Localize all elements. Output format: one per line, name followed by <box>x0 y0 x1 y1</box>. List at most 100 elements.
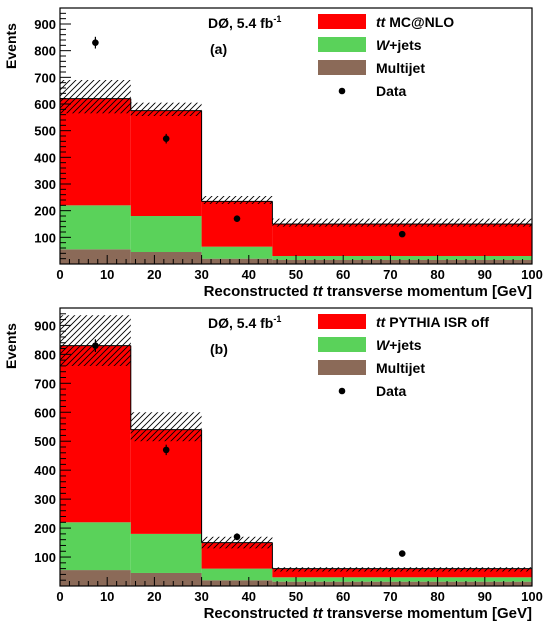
x-tick-label: 10 <box>100 589 114 604</box>
y-tick-label: 400 <box>34 150 56 165</box>
legend-label-italic: W <box>376 337 391 353</box>
bar-ttbar-bin-3 <box>272 224 532 256</box>
x-tick-label: 100 <box>521 589 543 604</box>
data-point-0 <box>92 39 99 46</box>
legend-label-text: Multijet <box>376 60 425 76</box>
legend-label-multijet: Multijet <box>376 360 425 376</box>
bar-multijet-bin-0 <box>60 249 131 264</box>
y-tick-label: 100 <box>34 550 56 565</box>
bar-wjets-bin-2 <box>201 246 273 259</box>
legend-label-ttbar: tt MC@NLO <box>376 14 454 30</box>
x-tick-label: 20 <box>147 589 161 604</box>
y-tick-label: 600 <box>34 405 56 420</box>
legend-label-text: +jets <box>389 37 422 53</box>
experiment-label: DØ, 5.4 fb-1 <box>208 314 281 331</box>
legend-label-data: Data <box>376 83 407 99</box>
uncertainty-band-bin-2 <box>201 536 273 549</box>
x-tick-label: 0 <box>56 589 63 604</box>
uncertainty-band-bin-2 <box>201 196 273 204</box>
legend-swatch-ttbar <box>318 314 366 329</box>
y-tick-label: 800 <box>34 44 56 59</box>
data-point-0 <box>92 342 99 349</box>
legend-label-text: Multijet <box>376 360 425 376</box>
chart-panel-a: 0 10 20 30 40 50 60 70 80 90 100 100 200 300 400 500 600… <box>3 7 543 300</box>
data-point-1 <box>162 446 170 454</box>
x-axis-label-suffix: transverse momentum [GeV] <box>323 605 532 622</box>
x-tick-label: 90 <box>478 267 492 282</box>
x-tick-label: 80 <box>430 589 444 604</box>
x-tick-label: 90 <box>478 589 492 604</box>
x-tick-label: 70 <box>383 589 397 604</box>
uncertainty-band-bin-3 <box>272 567 532 572</box>
bar-multijet-bin-2 <box>201 580 273 586</box>
y-tick-label: 300 <box>34 177 56 192</box>
x-tick-label: 10 <box>100 267 114 282</box>
x-tick-label: 100 <box>521 267 543 282</box>
legend-label-text: MC@NLO <box>385 14 454 30</box>
experiment-superscript: -1 <box>273 14 281 24</box>
bar-multijet-bin-1 <box>130 252 202 264</box>
experiment-label: DØ, 5.4 fb-1 <box>208 14 281 31</box>
y-tick-label: 900 <box>34 17 56 32</box>
bar-multijet-bin-1 <box>130 572 202 586</box>
y-axis-label: Events <box>3 323 19 369</box>
data-point-2 <box>233 215 241 222</box>
legend-marker-data <box>338 387 346 395</box>
x-axis-label: Reconstructed tt transverse momentum [Ge… <box>204 283 532 300</box>
y-tick-label: 700 <box>34 70 56 85</box>
x-tick-label: 50 <box>289 267 303 282</box>
y-tick-label: 800 <box>34 347 56 362</box>
y-tick-label: 100 <box>34 230 56 245</box>
bar-ttbar-bin-1 <box>130 110 202 216</box>
legend-label-text: Data <box>376 83 407 99</box>
y-axis-label: Events <box>3 23 19 69</box>
y-tick-label: 400 <box>34 463 56 478</box>
x-tick-label: 40 <box>242 267 256 282</box>
legend-swatch-ttbar <box>318 14 366 29</box>
y-tick-label: 500 <box>34 434 56 449</box>
legend-label-text: PYTHIA ISR off <box>385 314 489 330</box>
x-axis-label-prefix: Reconstructed <box>204 283 313 300</box>
bar-ttbar-bin-2 <box>201 201 273 247</box>
bar-multijet-bin-3 <box>272 260 532 264</box>
x-axis-label-ttbar: tt <box>313 605 324 622</box>
x-axis-label: Reconstructed tt transverse momentum [Ge… <box>204 605 532 622</box>
bar-wjets-bin-3 <box>272 577 532 582</box>
y-tick-label: 200 <box>34 521 56 536</box>
x-tick-label: 60 <box>336 589 350 604</box>
legend-label-text: Data <box>376 383 407 399</box>
legend-label-ttbar: tt PYTHIA ISR off <box>376 314 489 330</box>
bar-multijet-bin-2 <box>201 258 273 264</box>
x-axis-label-suffix: transverse momentum [GeV] <box>323 283 532 300</box>
y-tick-label: 500 <box>34 124 56 139</box>
x-tick-label: 30 <box>194 589 208 604</box>
uncertainty-band-bin-1 <box>130 412 202 442</box>
legend-swatch-multijet <box>318 360 366 375</box>
chart-panel-b: 0 10 20 30 40 50 60 70 80 90 100 100 200 300 400 500 600… <box>3 307 543 622</box>
x-tick-label: 50 <box>289 589 303 604</box>
uncertainty-band-bin-0 <box>60 80 131 114</box>
x-tick-label: 40 <box>242 589 256 604</box>
legend-label-text: +jets <box>389 337 422 353</box>
x-tick-label: 30 <box>194 267 208 282</box>
experiment-superscript: -1 <box>273 314 281 324</box>
x-tick-label: 20 <box>147 267 161 282</box>
data-point-2 <box>233 533 241 541</box>
legend-label-data: Data <box>376 383 407 399</box>
legend-swatch-wjets <box>318 337 366 352</box>
bar-ttbar-bin-3 <box>272 568 532 578</box>
uncertainty-band-bin-1 <box>130 102 202 116</box>
y-tick-label: 600 <box>34 97 56 112</box>
legend-label-wjets: W+jets <box>376 337 422 353</box>
legend-label-multijet: Multijet <box>376 60 425 76</box>
bar-multijet-bin-0 <box>60 570 131 586</box>
data-point-3 <box>398 230 406 238</box>
legend-label-italic: tt <box>376 14 387 30</box>
data-point-1 <box>162 135 170 142</box>
data-point-3 <box>398 550 406 557</box>
y-tick-label: 200 <box>34 204 56 219</box>
legend-swatch-multijet <box>318 60 366 75</box>
experiment-text: DØ, 5.4 fb <box>208 15 273 31</box>
